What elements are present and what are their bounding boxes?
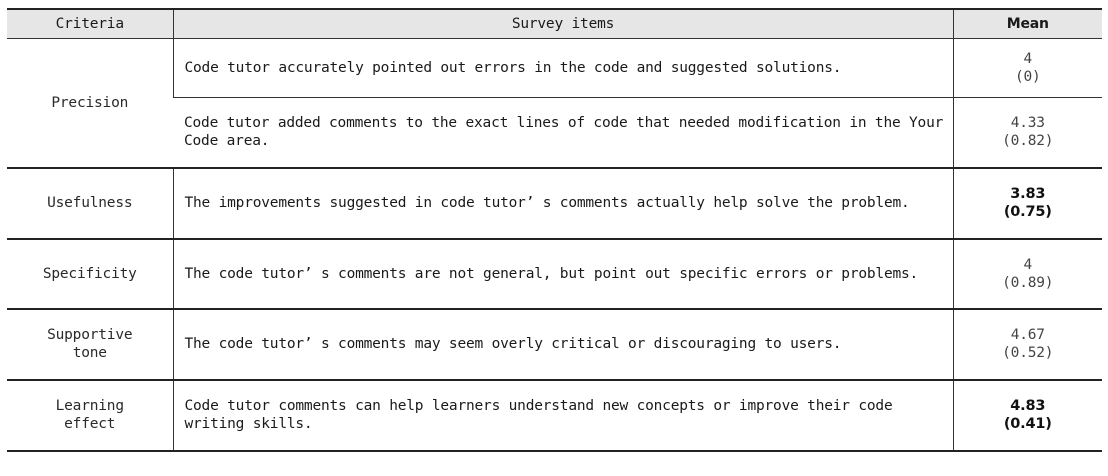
mean-value: 4.67 [1010,327,1045,343]
survey-item-cell: The code tutor’ s comments are not gener… [172,238,953,310]
mean-value: 4.33 [1010,115,1045,132]
mean-value: 4.83 [1010,398,1046,414]
mean-cell: 4.67 (0.52) [952,308,1102,381]
mean-cell: 3.83 (0.75) [952,167,1102,240]
sd-value: (0) [1014,69,1041,85]
criteria-cell: Learning effect [7,379,173,452]
survey-item-cell: Code tutor added comments to the exact l… [173,97,953,169]
table-row: Usefulness The improvements suggested in… [7,167,1102,240]
mean-cell: 4 (0) [952,38,1102,98]
mean-cell: 4.33 (0.82) [952,97,1102,169]
mean-cell: 4.83 (0.41) [952,379,1102,452]
criteria-header: Criteria [7,8,173,39]
mean-header: Mean [952,8,1102,39]
table-row: Precision Code tutor accurately pointed … [7,38,1102,169]
criteria-label: Learning effect [55,398,124,432]
survey-item-cell: Code tutor accurately pointed out errors… [172,38,953,98]
survey-items-header: Survey items [172,8,953,39]
criteria-cell: Specificity [7,238,173,310]
criteria-cell: Usefulness [7,167,173,240]
criteria-cell: Precision [7,38,173,169]
table-header-row: Criteria Survey items Mean [7,8,1102,39]
sd-value: (0.82) [1002,133,1054,150]
survey-item-cell: The improvements suggested in code tutor… [172,167,953,240]
table-row: Specificity The code tutor’ s comments a… [7,238,1102,310]
mean-cell: 4 (0.89) [952,238,1102,310]
mean-value: 3.83 [1010,186,1046,202]
survey-item-cell: The code tutor’ s comments may seem over… [172,308,953,381]
sd-value: (0.89) [1002,274,1054,291]
sd-value: (0.41) [1003,416,1052,432]
survey-item-cell: Code tutor comments can help learners un… [172,379,953,452]
table-row: Learning effect Code tutor comments can … [7,379,1102,452]
criteria-label: Supportive tone [47,327,133,361]
criteria-cell: Supportive tone [7,308,173,381]
table-row: Code tutor added comments to the exact l… [7,97,1102,169]
sd-value: (0.52) [1002,345,1054,361]
mean-value: 4 [1023,51,1033,67]
table-row: Supportive tone The code tutor’ s commen… [7,308,1102,381]
mean-value: 4 [1023,256,1033,273]
sd-value: (0.75) [1003,204,1052,220]
survey-results-table: Criteria Survey items Mean Precision Cod… [7,8,1102,452]
